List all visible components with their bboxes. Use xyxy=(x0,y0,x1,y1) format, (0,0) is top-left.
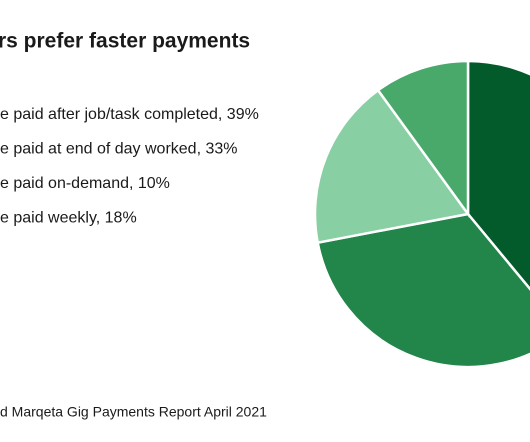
source-note: d Marqeta Gig Payments Report April 2021 xyxy=(0,404,267,420)
legend-label: e paid at end of day worked, 33% xyxy=(0,141,238,158)
pie-slice xyxy=(376,59,470,218)
pie-slice xyxy=(316,212,530,369)
legend-label: e paid after job/task completed, 39% xyxy=(0,106,259,123)
legend-label: e paid on-demand, 10% xyxy=(0,175,170,192)
chart-title: rs prefer faster payments xyxy=(0,30,250,53)
pie-slice xyxy=(313,88,471,245)
legend-label: e paid weekly, 18% xyxy=(0,210,137,227)
